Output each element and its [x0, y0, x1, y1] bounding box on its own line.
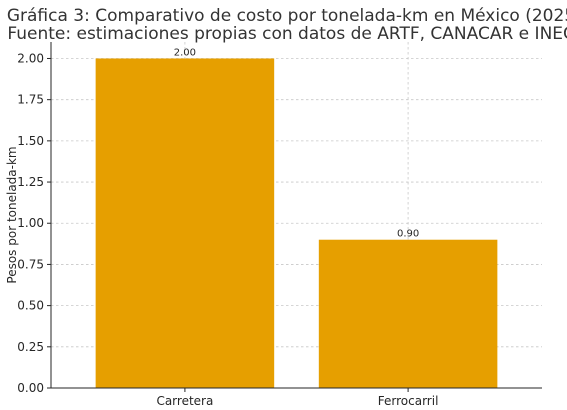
- y-tick-label: 0.00: [17, 381, 44, 395]
- axes-layer: [47, 42, 542, 392]
- data-label-ferrocarril: 0.90: [397, 229, 419, 240]
- y-tick-label: 1.50: [17, 134, 44, 148]
- bar-carretera: [95, 58, 275, 388]
- y-tick-label: 0.25: [17, 340, 44, 354]
- y-tick-label: 1.75: [17, 93, 44, 107]
- x-tick-label: Carretera: [156, 394, 213, 408]
- y-tick-label: 0.75: [17, 257, 44, 271]
- y-tick-label: 1.00: [17, 216, 44, 230]
- chart-title-line-2: Fuente: estimaciones propias con datos d…: [7, 24, 567, 44]
- chart-title-line-1: Gráfica 3: Comparativo de costo por tone…: [7, 6, 567, 26]
- bars-layer: [95, 58, 498, 388]
- x-tick-label: Ferrocarril: [378, 394, 439, 408]
- labels-layer: 2.00 0.90 0.00 0.25 0.50 0.75 1.00 1.25 1.50 1.75…: [17, 47, 438, 408]
- y-axis-label: Pesos por tonelada-km: [5, 146, 19, 283]
- y-tick-label: 2.00: [17, 51, 44, 65]
- y-tick-label: 1.25: [17, 175, 44, 189]
- data-label-carretera: 2.00: [174, 47, 196, 58]
- bar-ferrocarril: [318, 239, 498, 388]
- chart-title: Gráfica 3: Comparativo de costo por tone…: [7, 6, 567, 44]
- y-tick-label: 0.50: [17, 299, 44, 313]
